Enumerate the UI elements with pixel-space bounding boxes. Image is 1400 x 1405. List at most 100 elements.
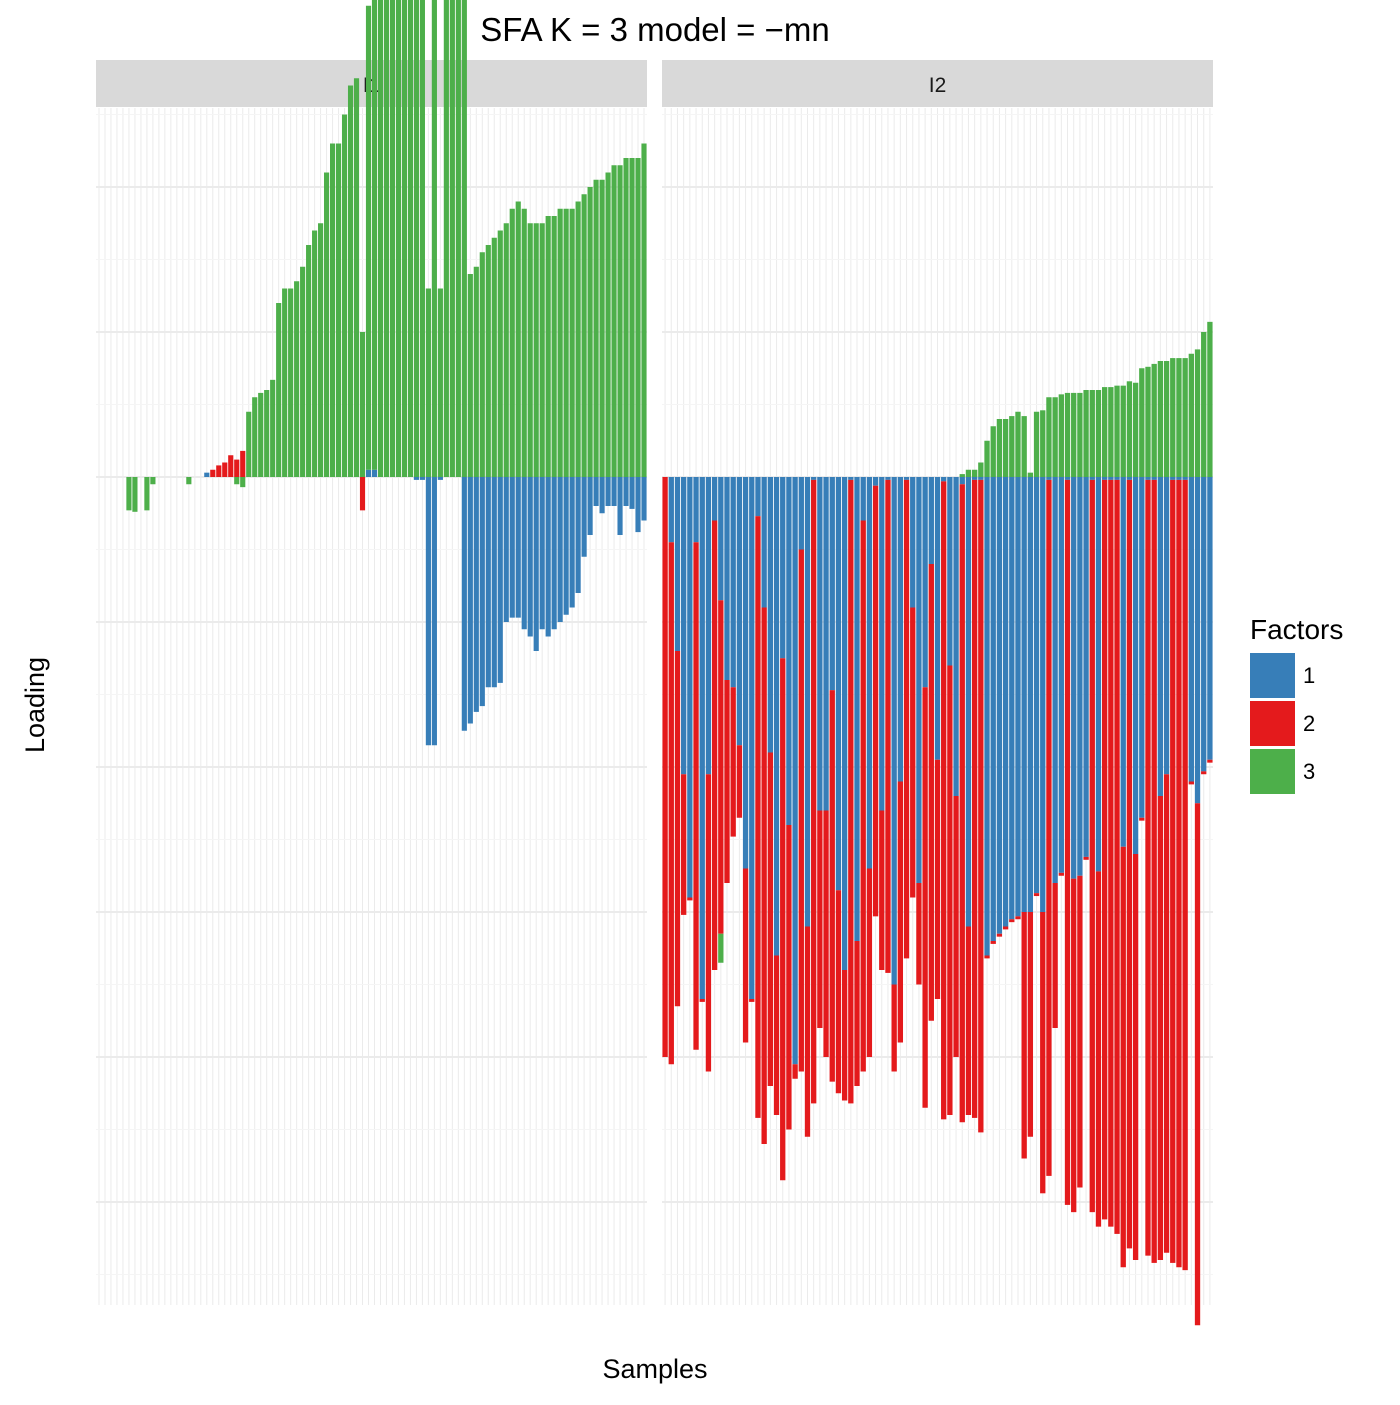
- bar-segment-factor-3: [587, 187, 593, 477]
- bar-segment-factor-3: [335, 143, 342, 477]
- bar-segment-factor-2: [693, 542, 699, 1050]
- bar-segment-factor-3: [318, 223, 324, 477]
- bar-segment-factor-2: [934, 759, 941, 999]
- bar-segment-factor-2: [1046, 479, 1052, 1176]
- bar-segment-factor-1: [848, 477, 854, 480]
- bar-segment-factor-2: [854, 941, 860, 1086]
- bar-segment-factor-2: [730, 687, 736, 837]
- bar-segment-factor-1: [503, 477, 509, 622]
- bar-segment-factor-2: [792, 1064, 798, 1079]
- bar-segment-factor-1: [467, 477, 473, 724]
- bar-segment-factor-3: [641, 143, 647, 477]
- horizontal-gridlines: [96, 114, 647, 1275]
- bar-segment-factor-3: [1120, 385, 1126, 477]
- bar-segment-factor-3: [1182, 358, 1188, 477]
- bar-segment-factor-2: [718, 600, 724, 934]
- bar-segment-factor-3: [467, 274, 473, 477]
- bar-segment-factor-2: [1052, 883, 1058, 1028]
- bar-segment-factor-3: [1188, 353, 1194, 477]
- bar-segment-factor-2: [1021, 912, 1027, 1159]
- bar-segment-factor-3: [258, 392, 264, 477]
- bar-segment-factor-3: [617, 165, 623, 477]
- bar-segment-factor-3: [401, 0, 408, 477]
- bar-segment-factor-2: [971, 479, 978, 1118]
- bar-segment-factor-1: [811, 477, 817, 480]
- bar-segment-factor-3: [1139, 368, 1145, 477]
- bar-segment-factor-1: [916, 477, 922, 883]
- bar-segment-factor-3: [611, 165, 617, 477]
- bar-segment-factor-1: [1126, 477, 1133, 480]
- bar-segment-factor-3: [1083, 390, 1089, 477]
- bar-segment-factor-2: [1095, 871, 1102, 1227]
- bar-segment-factor-2: [1170, 479, 1176, 1263]
- panel-1: I1: [96, 0, 647, 1305]
- bar-segment-factor-1: [804, 477, 811, 927]
- bar-segment-factor-3: [270, 379, 276, 477]
- bar-segment-factor-1: [910, 477, 916, 608]
- bar-segment-factor-3: [718, 933, 724, 963]
- bar-segment-factor-3: [1114, 385, 1120, 477]
- bar-segment-factor-3: [1058, 394, 1064, 477]
- bar-segment-factor-2: [761, 607, 767, 1144]
- bar-segment-factor-2: [662, 477, 668, 1057]
- bar-segment-factor-3: [959, 474, 965, 477]
- bar-segment-factor-1: [786, 477, 792, 825]
- bar-segment-factor-1: [1046, 477, 1052, 480]
- bar-segment-factor-1: [605, 477, 611, 506]
- facet-panels: I1 I2: [96, 0, 1213, 1326]
- bar-segment-factor-3: [365, 5, 372, 470]
- bar-segment-factor-2: [903, 479, 910, 959]
- bar-segment-factor-2: [681, 774, 687, 915]
- bar-segment-factor-3: [324, 172, 330, 477]
- legend-label-1: 1: [1303, 663, 1315, 688]
- bar-segment-factor-3: [1009, 416, 1015, 477]
- bar-segment-factor-2: [965, 926, 972, 1115]
- bar-segment-factor-1: [204, 472, 210, 477]
- bar-segment-factor-1: [736, 477, 743, 746]
- bar-segment-factor-1: [1114, 477, 1120, 480]
- bar-segment-factor-2: [1002, 926, 1009, 930]
- bar-segment-factor-2: [841, 970, 848, 1101]
- bar-segment-factor-2: [996, 933, 1003, 937]
- bar-segment-factor-2: [953, 796, 959, 1057]
- bar-segment-factor-1: [593, 477, 599, 506]
- bar-segment-factor-2: [359, 477, 366, 511]
- bar-segment-factor-3: [1027, 472, 1034, 477]
- bar-segment-factor-3: [276, 303, 282, 477]
- bar-segment-factor-2: [1201, 771, 1207, 775]
- bar-segment-factor-1: [1033, 477, 1040, 894]
- bar-segment-factor-3: [527, 223, 533, 477]
- bar-segment-factor-3: [533, 223, 539, 477]
- bar-segment-factor-1: [965, 477, 972, 927]
- bar-segment-factor-2: [786, 825, 792, 1130]
- bar-segment-factor-1: [1188, 477, 1194, 782]
- bar-segment-factor-1: [1002, 477, 1009, 927]
- bar-segment-factor-3: [1145, 366, 1151, 477]
- bar-segment-factor-1: [971, 477, 978, 480]
- bar-segment-factor-1: [984, 477, 990, 956]
- bar-segment-factor-3: [407, 0, 413, 477]
- bar-segment-factor-1: [953, 477, 959, 796]
- bar-segment-factor-1: [1207, 477, 1213, 760]
- bar-segment-factor-3: [1102, 387, 1108, 477]
- bar-segment-factor-3: [539, 223, 545, 477]
- bar-segment-factor-2: [1132, 854, 1139, 1260]
- legend-label-3: 3: [1303, 759, 1315, 784]
- bar-segment-factor-3: [521, 208, 527, 477]
- bar-segment-factor-2: [773, 955, 780, 1115]
- bar-segment-factor-2: [1102, 479, 1108, 1220]
- bars: [662, 321, 1213, 1326]
- bar-segment-factor-1: [718, 477, 724, 601]
- bar-segment-factor-2: [687, 897, 693, 901]
- bar-segment-factor-1: [1040, 477, 1046, 912]
- legend-key-3: [1250, 749, 1295, 794]
- bar-segment-factor-3: [437, 288, 443, 477]
- bar-segment-factor-3: [1194, 349, 1201, 477]
- bar-segment-factor-3: [288, 288, 294, 477]
- bar-segment-factor-2: [1151, 479, 1157, 1263]
- bar-segment-factor-1: [1170, 477, 1176, 480]
- bar-segment-factor-2: [674, 651, 681, 1007]
- bar-segment-factor-3: [629, 158, 635, 477]
- bar-segment-factor-1: [773, 477, 780, 956]
- bar-segment-factor-3: [1132, 382, 1139, 477]
